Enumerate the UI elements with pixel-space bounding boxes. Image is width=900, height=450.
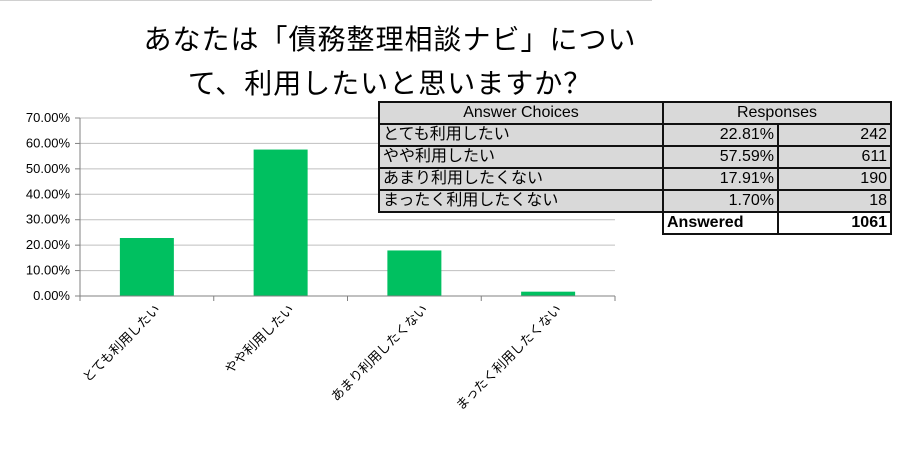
bar (387, 250, 442, 296)
table-row: まったく利用したくない 1.70% 18 (378, 189, 892, 213)
answered-label: Answered (662, 211, 779, 235)
table-row: やや利用したい 57.59% 611 (378, 145, 892, 169)
y-tick-label: 40.00% (26, 186, 71, 201)
x-tick-label: まったく利用したくない (453, 302, 564, 413)
y-axis-tick-labels: 0.00% 10.00% 20.00% 30.00% 40.00% 50.00% 60.00… (26, 110, 71, 303)
y-tick-label: 70.00% (26, 110, 71, 125)
table-row: とても利用したい 22.81% 242 (378, 123, 892, 147)
response-table: Answer Choices Responses とても利用したい 22.81%… (378, 101, 892, 235)
row-percent: 22.81% (662, 123, 779, 147)
y-tick-label: 60.00% (26, 135, 71, 150)
bars (119, 149, 576, 296)
y-tick-label: 20.00% (26, 237, 71, 252)
chart-title: あなたは「債務整理相談ナビ」につい て、利用したいと思いますか？ (70, 18, 710, 106)
row-percent: 1.70% (662, 189, 779, 213)
bar-chart: 0.00% 10.00% 20.00% 30.00% 40.00% 50.00% 60.00… (26, 110, 616, 413)
y-tick-label: 10.00% (26, 263, 71, 278)
axes (75, 117, 616, 301)
x-tick-label: とても利用したい (80, 302, 163, 385)
title-line-2: て、利用したいと思いますか？ (187, 67, 593, 100)
row-count: 190 (777, 167, 892, 191)
y-tick-label: 0.00% (33, 288, 70, 303)
header-answer-choices: Answer Choices (378, 101, 664, 125)
header-responses: Responses (662, 101, 892, 125)
x-tick-label: あまり利用したくない (328, 302, 431, 405)
x-tick-label: やや利用したい (222, 302, 297, 377)
table-row: あまり利用したくない 17.91% 190 (378, 167, 892, 191)
row-percent: 17.91% (662, 167, 779, 191)
row-choice: まったく利用したくない (378, 189, 664, 213)
bar (521, 291, 576, 296)
row-choice: やや利用したい (378, 145, 664, 169)
bar (253, 149, 308, 296)
row-choice: とても利用したい (378, 123, 664, 147)
top-rule (0, 0, 652, 1)
row-count: 611 (777, 145, 892, 169)
y-tick-label: 30.00% (26, 212, 71, 227)
row-count: 242 (777, 123, 892, 147)
row-choice: あまり利用したくない (378, 167, 664, 191)
table-header-row: Answer Choices Responses (378, 101, 892, 125)
table-total-row: Answered 1061 (379, 211, 892, 235)
bar (119, 237, 174, 296)
x-axis-tick-labels: とても利用したい やや利用したい あまり利用したくない まったく利用したくない (80, 302, 565, 413)
title-line-1: あなたは「債務整理相談ナビ」につい (143, 23, 637, 56)
y-tick-label: 50.00% (26, 161, 71, 176)
answered-total: 1061 (777, 211, 892, 235)
row-count: 18 (777, 189, 892, 213)
row-percent: 57.59% (662, 145, 779, 169)
